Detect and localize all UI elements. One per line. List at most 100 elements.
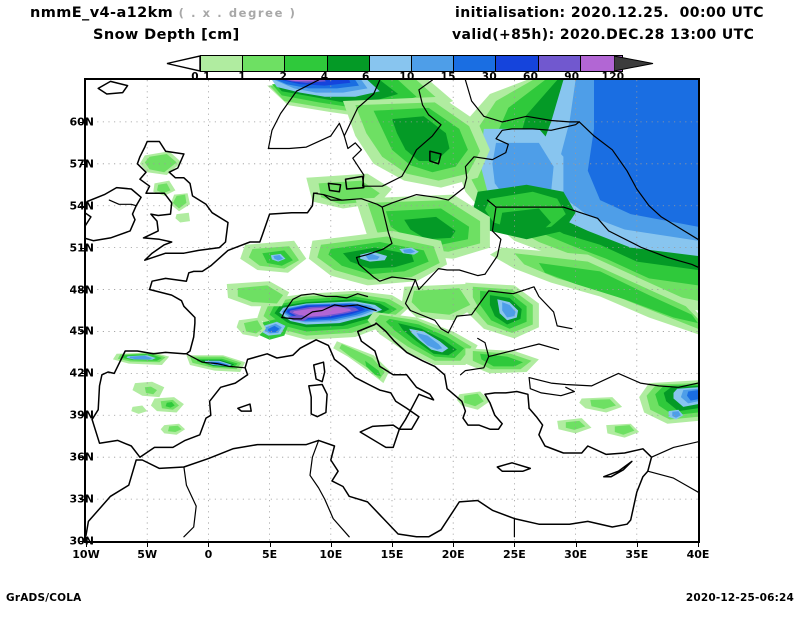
snow-contour-band [404,216,456,240]
coastline-path [578,121,698,240]
lat-tick-33N [80,499,86,501]
coastline-path [459,337,490,376]
coastline-path [528,377,575,397]
colorbar-cell-4 [326,56,369,71]
snow-contour-band [175,212,190,223]
colorbar-tick-2: 2 [279,71,288,83]
lon-tick-40E [698,541,699,547]
snow-contour-band [416,332,443,350]
snow-contour-band [403,248,416,254]
snow-contour-band [144,154,177,173]
snow-contour-band [365,253,380,260]
coastline-path [267,80,320,150]
island-outline [237,403,252,412]
coastline-path [313,192,343,201]
snow-contour-band [614,425,635,435]
lat-tick-54N [80,205,86,207]
initialisation-time: initialisation: 2020.12.25. 00:00 UTC [455,5,764,21]
coastline-path [650,441,698,458]
island-outline [327,182,342,193]
colorbar-under-arrow [166,55,200,72]
colorbar-tick-6: 6 [361,71,370,83]
colorbar-cell-1 [242,56,285,71]
colorbar-tick-4: 4 [320,71,329,83]
snow-contour-band [289,80,314,82]
snow-contour-band [411,288,471,315]
colorbar: 0.1 1 2 4 6 10 15 30 60 90 120 [166,54,654,84]
coastline-path [355,206,486,291]
lon-tick-0 [208,541,210,547]
colorbar-cell-15 [453,56,496,71]
snow-contour-band [157,183,171,194]
snow-contour-band [165,402,175,408]
lon-tick-30E [575,541,577,547]
snow-contour-band [538,263,698,324]
lat-lon-gridlines [86,80,698,541]
field-title: Snow Depth [cm] [93,27,240,43]
island-outline [359,424,401,449]
island-outline [312,361,326,383]
lat-tick-60N [80,121,86,123]
snow-contour-band [365,360,381,377]
snow-contour-band [172,194,187,209]
lon-label-25E: 25E [502,548,526,561]
lon-tick-15E [392,541,393,547]
lon-tick-5E [269,541,271,547]
lon-tick-35E [636,541,638,547]
colorbar-cell-60 [537,56,580,71]
lon-label-35E: 35E [625,548,649,561]
coastline-path [281,293,369,319]
island-outline [136,140,229,261]
lat-tick-45N [80,331,86,333]
lat-tick-39N [80,415,86,417]
lon-label-5E: 5E [262,548,278,561]
lon-label-20E: 20E [441,548,465,561]
snow-contour-band [267,325,280,333]
model-title-note: ( . x . degree ) [178,6,297,20]
snow-contour-band [612,163,698,226]
coastline-path [91,192,319,421]
lon-label-15E: 15E [380,548,404,561]
colorbar-cell-6 [368,56,411,71]
footer-credit: GrADS/COLA [6,592,82,604]
snow-contour-band [144,386,157,395]
colorbar-over-arrow [614,55,654,72]
lat-tick-48N [80,289,86,291]
colorbar-tick-1: 1 [238,71,246,83]
coastline-path [185,353,246,369]
island-outline [86,186,142,242]
colorbar-cell-90 [579,56,622,71]
snow-contour-band [502,302,516,318]
coastline-path [183,466,197,538]
snow-contour-band [590,399,616,409]
lon-label-10E: 10E [319,548,343,561]
coastline-path [495,206,698,268]
snow-contour-band [129,355,153,360]
island-outline [308,383,328,418]
snow-depth-map [86,80,698,541]
island-outline [603,460,633,478]
colorbar-cell-2 [284,56,327,71]
snow-contour-band [480,353,523,367]
lon-label-10W: 10W [72,548,100,561]
snow-contour-band [273,255,284,261]
colorbar-cell-0.1 [201,56,243,71]
lon-tick-10W [86,541,87,547]
coastline-path [343,80,381,137]
lat-tick-51N [80,247,86,249]
lat-tick-30N [80,541,86,542]
snow-contour-band [131,405,148,414]
colorbar-strip [200,55,623,72]
lon-label-5W: 5W [137,548,158,561]
lon-tick-20E [453,541,455,547]
coastline-path [281,304,377,320]
island-outline [97,80,129,95]
coastline-path [404,279,573,334]
coastline-path [484,199,502,275]
coastline-path [647,470,698,493]
coastline-path [267,80,442,187]
snow-contour-band [464,393,484,407]
coastline-path [488,343,560,358]
valid-time: valid(+85h): 2020.DEC.28 13:00 UTC [452,27,755,43]
lon-tick-10E [330,541,332,547]
